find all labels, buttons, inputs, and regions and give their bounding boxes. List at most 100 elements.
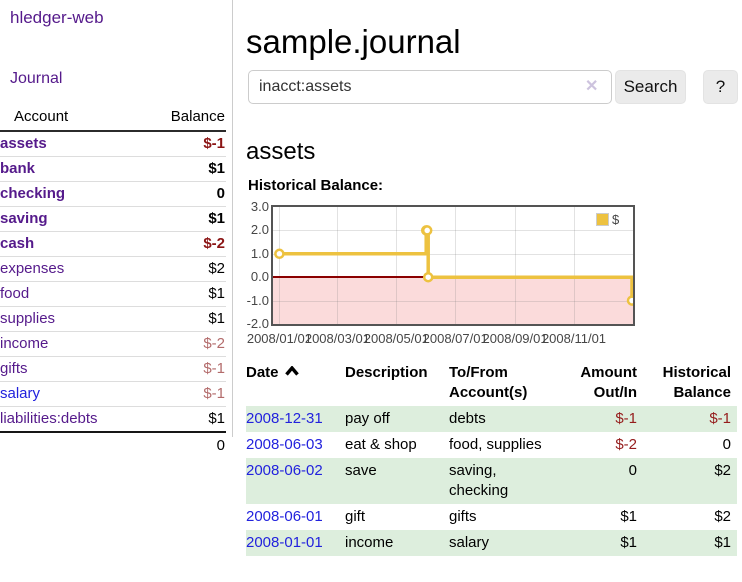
- x-axis-tick-label: 2008/07/01: [422, 331, 488, 346]
- transaction-accounts: debts: [449, 410, 486, 427]
- sidebar-account-balance: $-1: [144, 131, 226, 157]
- transaction-balance: $-1: [709, 410, 731, 427]
- register-row: 2008-01-01 income salary $1 $1: [246, 530, 737, 556]
- legend-label: $: [612, 212, 620, 227]
- page-title: sample.journal: [246, 23, 461, 61]
- gridline-vertical: [337, 207, 339, 324]
- sidebar-account-balance: $1: [144, 281, 226, 307]
- transaction-accounts: salary: [449, 534, 490, 551]
- data-point-marker[interactable]: [422, 271, 434, 283]
- sidebar-account-row: liabilities:debts $1: [0, 406, 226, 433]
- sidebar-account-row: cash $-2: [0, 231, 226, 257]
- transaction-amount: $-1: [615, 410, 637, 427]
- sidebar-account-link[interactable]: checking: [0, 185, 66, 202]
- transaction-date-link[interactable]: 2008-06-02: [246, 462, 323, 479]
- y-axis-tick-label: 3.0: [250, 199, 269, 214]
- sidebar-account-link[interactable]: expenses: [0, 260, 65, 277]
- transaction-accounts: food, supplies: [449, 436, 542, 453]
- transaction-date-link[interactable]: 2008-06-01: [246, 508, 323, 525]
- sidebar-account-link[interactable]: supplies: [0, 310, 56, 327]
- sidebar-account-link[interactable]: gifts: [0, 360, 28, 377]
- accounts-total-row: 0: [0, 431, 226, 459]
- register-row: 2008-06-03 eat & shop food, supplies $-2 0: [246, 432, 737, 458]
- transaction-amount: 0: [628, 462, 637, 479]
- register-row: 2008-12-31 pay off debts $-1 $-1: [246, 406, 737, 432]
- gridline-vertical: [279, 207, 281, 324]
- y-axis-tick-label: -2.0: [246, 316, 269, 331]
- transaction-description: gift: [345, 508, 366, 525]
- sidebar-account-row: saving $1: [0, 206, 226, 232]
- register-header-amount[interactable]: Amount Out/In: [580, 364, 637, 401]
- sidebar-accounts-table: Account Balance assets $-1 bank $1 checking 0…: [0, 106, 226, 459]
- sort-asc-icon: [284, 366, 299, 376]
- transaction-date-link[interactable]: 2008-06-03: [246, 436, 323, 453]
- sidebar-account-link[interactable]: income: [0, 335, 49, 352]
- register-table-body: 2008-12-31 pay off debts $-1 $-1 2008-06-03 ea…: [246, 406, 737, 556]
- gridline-vertical: [574, 207, 575, 324]
- register-header-accounts[interactable]: To/From Account(s): [449, 364, 528, 401]
- sidebar: hledger-web Journal Account Balance asse…: [0, 0, 233, 459]
- gridline-vertical: [515, 207, 517, 324]
- clear-search-icon[interactable]: ✕: [585, 78, 599, 95]
- chart-legend: $: [596, 212, 619, 227]
- sidebar-account-link[interactable]: liabilities:debts: [0, 410, 98, 427]
- sidebar-account-link[interactable]: salary: [0, 385, 41, 402]
- y-axis-tick-label: 2.0: [250, 222, 269, 238]
- register-header-balance[interactable]: Historical Balance: [662, 364, 731, 401]
- sidebar-account-link[interactable]: bank: [0, 160, 36, 177]
- sidebar-account-row: assets $-1: [0, 131, 226, 157]
- register-table: Date Description To/From Account(s) Amou…: [246, 360, 737, 556]
- sidebar-account-row: checking 0: [0, 181, 226, 207]
- historical-balance-chart: $ 3.0 2.0 1.0 0.0 -1.0 -2.0 2008/01/01 2008/03…: [244, 199, 742, 355]
- sidebar-account-row: supplies $1: [0, 306, 226, 332]
- data-point-marker[interactable]: [274, 248, 285, 260]
- y-axis-tick-label: 0.0: [250, 269, 269, 285]
- gridline-horizontal: [273, 230, 633, 232]
- sidebar-account-row: bank $1: [0, 156, 226, 182]
- data-point-marker[interactable]: [421, 225, 433, 236]
- x-axis-tick-label: 2008/11/01: [541, 331, 607, 346]
- gridline-horizontal: [273, 253, 633, 255]
- sidebar-account-link[interactable]: cash: [0, 235, 35, 252]
- transaction-description: income: [345, 534, 394, 551]
- search-button[interactable]: Search: [615, 70, 686, 104]
- transaction-balance: $2: [714, 462, 731, 479]
- transaction-date-link[interactable]: 2008-12-31: [246, 410, 323, 427]
- data-point-marker[interactable]: [626, 295, 633, 306]
- sidebar-account-balance: $-2: [144, 231, 226, 257]
- transaction-description: eat & shop: [345, 436, 417, 453]
- sidebar-account-link[interactable]: saving: [0, 210, 48, 227]
- transaction-date-link[interactable]: 2008-01-01: [246, 534, 323, 551]
- x-axis-tick-label: 2008/05/01: [363, 331, 429, 346]
- app-title-link[interactable]: hledger-web: [10, 8, 104, 27]
- transaction-balance: $2: [714, 508, 731, 525]
- sidebar-account-balance: $-1: [144, 381, 226, 407]
- transaction-balance: 0: [722, 436, 731, 453]
- chart-plot-area[interactable]: $: [271, 205, 635, 326]
- transaction-description: pay off: [345, 410, 390, 427]
- search-input[interactable]: [248, 70, 612, 104]
- transaction-description: save: [345, 462, 377, 479]
- sidebar-account-balance: $-1: [144, 356, 226, 382]
- transaction-amount: $1: [620, 534, 637, 551]
- x-axis-tick-label: 2008/09/01: [482, 331, 548, 346]
- chart-title: Historical Balance:: [248, 177, 384, 194]
- sidebar-account-balance: $1: [144, 156, 226, 182]
- sidebar-account-row: salary $-1: [0, 381, 226, 407]
- sidebar-account-row: gifts $-1: [0, 356, 226, 382]
- register-header-date[interactable]: Date: [246, 360, 345, 406]
- help-button[interactable]: ?: [703, 70, 738, 104]
- chart-negative-region: [273, 277, 633, 324]
- gridline-horizontal: [273, 300, 633, 302]
- gridline-vertical: [455, 207, 457, 324]
- sidebar-accounts-body: assets $-1 bank $1 checking 0 saving $1 cash $-2 e…: [0, 131, 226, 433]
- legend-color-swatch: [596, 213, 609, 226]
- accounts-total-value: 0: [144, 431, 226, 459]
- register-header-description[interactable]: Description: [345, 364, 428, 381]
- sidebar-account-link[interactable]: food: [0, 285, 30, 302]
- sidebar-account-balance: $1: [144, 306, 226, 332]
- sidebar-account-balance: $-2: [144, 331, 226, 357]
- sidebar-item-journal[interactable]: Journal: [10, 70, 63, 87]
- sidebar-account-link[interactable]: assets: [0, 135, 47, 152]
